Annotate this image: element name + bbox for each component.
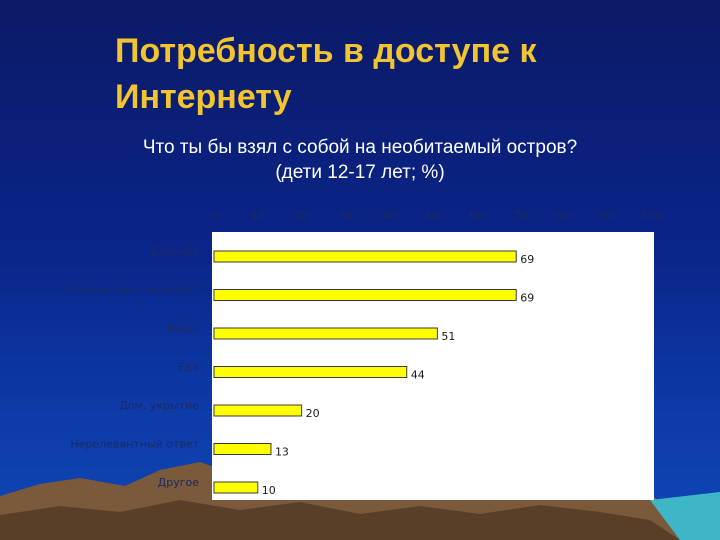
bar — [213, 366, 408, 378]
mountains-shadow — [0, 500, 680, 540]
bar — [213, 404, 303, 417]
x-tick-label: 0 — [211, 209, 218, 222]
category-label: Близкие — [151, 245, 199, 258]
slide-title-line-1: Потребность в доступе к — [115, 32, 537, 70]
x-tick-label: 10 — [251, 209, 265, 222]
x-tick-label: 100 — [642, 209, 663, 222]
data-label: 20 — [306, 407, 320, 420]
bar — [213, 443, 272, 455]
data-label: 69 — [520, 253, 534, 266]
chart-title: Что ты бы взял с собой на необитаемый ос… — [142, 137, 578, 158]
bars — [213, 250, 517, 494]
data-label: 44 — [411, 369, 425, 382]
category-label: Вещи — [167, 322, 199, 335]
slide-title: Потребность в доступе к Интернету — [115, 28, 675, 120]
bar — [213, 327, 438, 340]
x-tick-label: 40 — [382, 209, 396, 222]
x-tick-label: 90 — [601, 209, 615, 222]
x-tick-label: 20 — [295, 209, 309, 222]
x-tick-label: 50 — [426, 209, 440, 222]
slide-title-line-2: Интернету — [115, 78, 292, 116]
x-tick-label: 80 — [557, 209, 571, 222]
category-label: Другое — [158, 476, 200, 489]
category-label: Дом, укрытие — [119, 399, 199, 412]
bar — [213, 481, 259, 494]
bar — [213, 289, 517, 301]
category-label: Компьютер и интернет — [64, 284, 200, 297]
x-tick-label: 60 — [470, 209, 484, 222]
category-label: Нерелевантный ответ — [70, 438, 199, 451]
data-label: 13 — [275, 446, 289, 459]
x-axis-ticks: 0 10 20 30 40 50 60 70 80 90 100 — [211, 209, 663, 222]
chart-title-block: Что ты бы взял с собой на необитаемый ос… — [60, 135, 660, 185]
category-label: Еда — [178, 361, 199, 374]
x-tick-label: 70 — [514, 209, 528, 222]
data-label: 51 — [441, 330, 455, 343]
data-label: 10 — [262, 484, 276, 497]
sea-shape — [650, 492, 720, 540]
x-tick-label: 30 — [338, 209, 352, 222]
data-label: 69 — [520, 292, 534, 305]
chart-subtitle: (дети 12-17 лет; %) — [275, 162, 445, 183]
bar — [213, 250, 517, 263]
value-labels: 69 69 51 44 20 13 10 — [262, 253, 534, 497]
category-labels: Близкие Компьютер и интернет Вещи Еда Дом, у… — [64, 245, 200, 489]
